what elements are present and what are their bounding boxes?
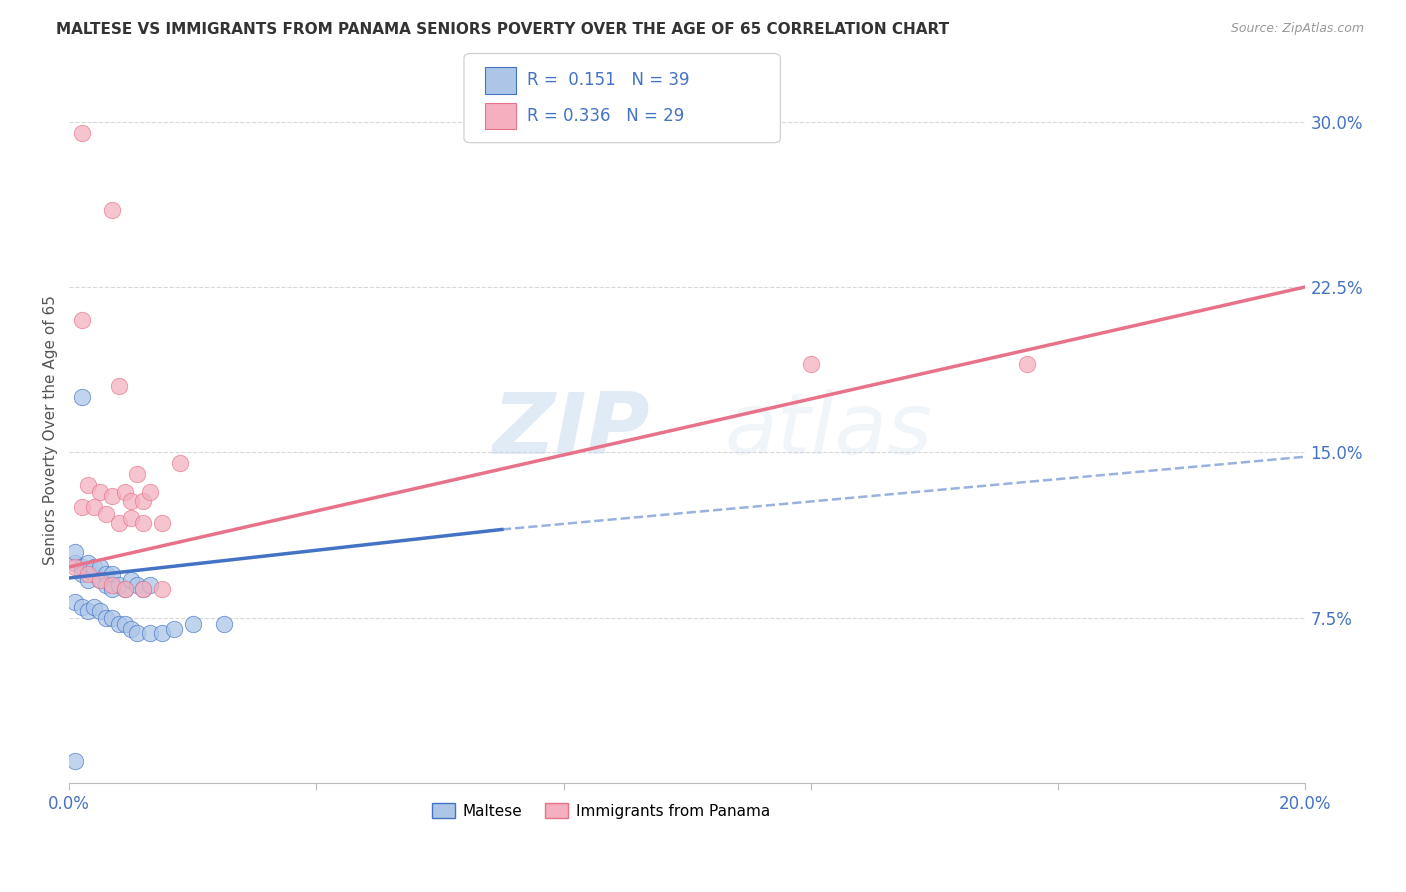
Point — [107, 577, 129, 591]
Point — [65, 556, 87, 570]
Text: Source: ZipAtlas.com: Source: ZipAtlas.com — [1230, 22, 1364, 36]
Point — [96, 507, 118, 521]
Point — [101, 610, 124, 624]
Point — [89, 485, 111, 500]
Point — [70, 500, 93, 515]
Point — [150, 626, 173, 640]
Point — [107, 516, 129, 530]
Point — [89, 604, 111, 618]
Point — [120, 622, 142, 636]
Text: R = 0.336   N = 29: R = 0.336 N = 29 — [527, 107, 685, 125]
Point — [70, 560, 93, 574]
Text: R =  0.151   N = 39: R = 0.151 N = 39 — [527, 71, 690, 89]
Legend: Maltese, Immigrants from Panama: Maltese, Immigrants from Panama — [426, 797, 776, 825]
Point — [120, 493, 142, 508]
Point — [76, 556, 98, 570]
Point — [83, 560, 105, 574]
Point — [83, 566, 105, 581]
Point — [89, 573, 111, 587]
Text: ZIP: ZIP — [492, 389, 650, 472]
Point — [120, 511, 142, 525]
Point — [89, 560, 111, 574]
Point — [70, 390, 93, 404]
Point — [70, 313, 93, 327]
Point — [150, 516, 173, 530]
Point — [800, 357, 823, 371]
Point — [70, 566, 93, 581]
Point — [83, 599, 105, 614]
Point — [114, 485, 136, 500]
Point — [65, 754, 87, 768]
Point — [169, 456, 191, 470]
Point — [101, 489, 124, 503]
Point — [150, 582, 173, 596]
Point — [138, 577, 160, 591]
Text: MALTESE VS IMMIGRANTS FROM PANAMA SENIORS POVERTY OVER THE AGE OF 65 CORRELATION: MALTESE VS IMMIGRANTS FROM PANAMA SENIOR… — [56, 22, 949, 37]
Point — [65, 560, 87, 574]
Point — [101, 566, 124, 581]
Point — [120, 573, 142, 587]
Text: atlas: atlas — [724, 389, 932, 472]
Point — [1017, 357, 1039, 371]
Point — [101, 577, 124, 591]
Point — [76, 604, 98, 618]
Point — [101, 202, 124, 217]
Point — [212, 617, 235, 632]
Point — [76, 566, 98, 581]
Point — [65, 544, 87, 558]
Point — [127, 467, 149, 482]
Point — [70, 599, 93, 614]
Point — [114, 582, 136, 596]
Point — [83, 500, 105, 515]
Point — [127, 577, 149, 591]
Point — [76, 478, 98, 492]
Point — [138, 485, 160, 500]
Point — [101, 582, 124, 596]
Point — [89, 573, 111, 587]
Point — [96, 566, 118, 581]
Point — [70, 126, 93, 140]
Point — [107, 379, 129, 393]
Y-axis label: Seniors Poverty Over the Age of 65: Seniors Poverty Over the Age of 65 — [44, 295, 58, 566]
Point — [96, 610, 118, 624]
Point — [65, 595, 87, 609]
Point — [163, 622, 186, 636]
Point — [132, 516, 155, 530]
Point — [132, 582, 155, 596]
Point — [127, 626, 149, 640]
Point — [96, 577, 118, 591]
Point — [138, 626, 160, 640]
Point — [132, 493, 155, 508]
Point — [107, 617, 129, 632]
Point — [114, 617, 136, 632]
Point — [181, 617, 204, 632]
Point — [114, 582, 136, 596]
Point — [76, 573, 98, 587]
Point — [132, 582, 155, 596]
